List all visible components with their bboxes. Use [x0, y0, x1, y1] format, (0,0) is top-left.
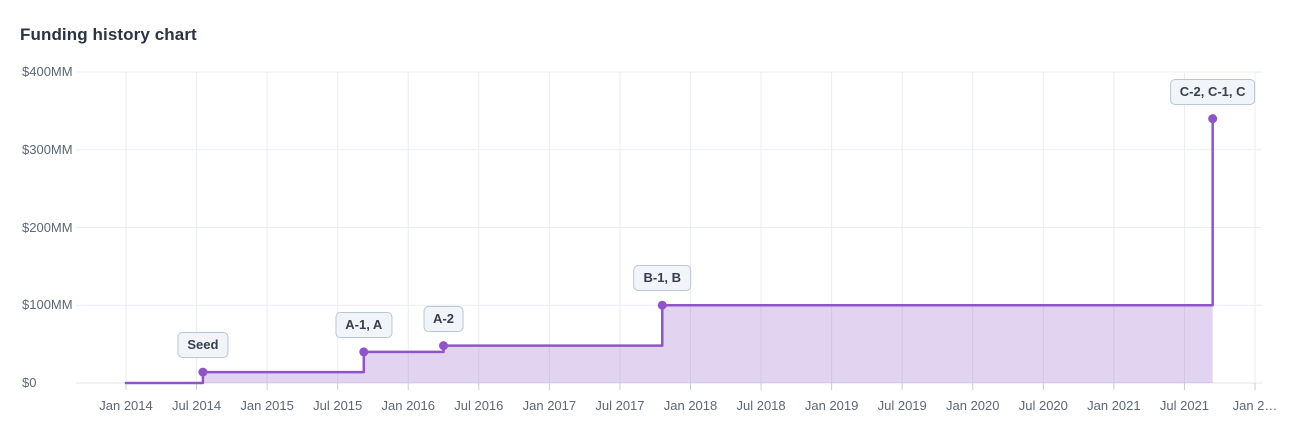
round-annotation-label[interactable]: B-1, B — [633, 265, 692, 292]
x-axis-label: Jul 2017 — [595, 398, 645, 413]
x-axis-label: Jul 2020 — [1018, 398, 1068, 413]
y-axis-label: $200MM — [22, 219, 73, 235]
x-axis-label: Jan 2015 — [240, 398, 294, 413]
x-axis-label: Jan 2017 — [522, 398, 577, 413]
x-axis-label: Jul 2016 — [454, 398, 504, 413]
round-annotation-label[interactable]: A-2 — [423, 305, 465, 332]
y-axis-label: $300MM — [22, 141, 73, 157]
funding-event-point[interactable] — [657, 300, 667, 310]
x-axis-label: Jul 2014 — [171, 398, 222, 413]
y-axis-label: $400MM — [22, 64, 73, 79]
x-axis-label: Jan 2019 — [804, 398, 859, 413]
chart-title: Funding history chart — [20, 25, 197, 44]
funding-event-point[interactable] — [198, 367, 208, 377]
round-annotation-label[interactable]: C-2, C-1, C — [1169, 78, 1256, 105]
round-annotation-label[interactable]: Seed — [177, 332, 229, 359]
x-axis-label: Jan 2018 — [663, 398, 718, 413]
x-axis-label: Jan 2014 — [99, 398, 153, 413]
x-axis-label: Jan 2… — [1232, 398, 1278, 413]
x-axis-label: Jul 2019 — [877, 398, 927, 413]
y-axis-label: $100MM — [22, 297, 73, 313]
funding-event-point[interactable] — [1208, 114, 1218, 124]
round-annotation-label[interactable]: A-1, A — [335, 311, 393, 338]
x-axis-label: Jan 2020 — [946, 398, 1000, 413]
funding-event-point[interactable] — [439, 341, 449, 351]
y-axis-label: $0 — [22, 375, 37, 390]
x-axis-label: Jan 2021 — [1087, 398, 1141, 413]
x-axis-label: Jan 2016 — [381, 398, 436, 413]
funding-step-area — [126, 118, 1213, 384]
x-axis-label: Jul 2021 — [1159, 398, 1210, 413]
x-axis-label: Jul 2018 — [736, 398, 786, 413]
x-axis-label: Jul 2015 — [313, 398, 363, 413]
funding-event-point[interactable] — [359, 347, 369, 357]
